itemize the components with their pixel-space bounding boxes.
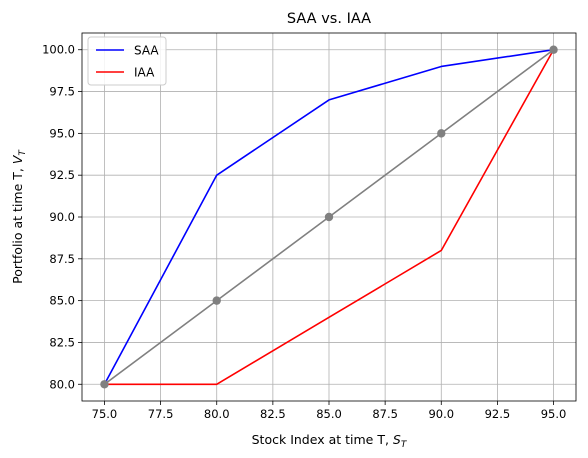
y-axis-label: Portfolio at time T, VT [10,149,28,284]
x-axis-label-text: Stock Index at time T, [252,432,393,447]
y-tick-label: 82.5 [49,335,75,349]
legend-box [87,36,167,86]
series-line-iaa [104,49,555,386]
x-tick-label: 75.0 [92,407,118,421]
y-axis-label-subscript: T [18,149,28,156]
x-tick-label: 87.5 [372,407,398,421]
x-tick-label: 77.5 [148,407,174,421]
chart-title: SAA vs. IAA [287,11,371,27]
y-tick-label: 90.0 [49,210,75,224]
legend: SAA IAA [87,36,167,86]
y-tick-label: 100.0 [42,43,75,57]
reference-point [437,129,446,138]
y-tick-label: 80.0 [49,377,75,391]
y-tick-label: 97.5 [49,85,75,99]
x-axis-label: Stock Index at time T, ST [252,432,408,450]
y-tick-label: 87.5 [49,252,75,266]
x-axis-label-symbol: S [393,432,401,447]
reference-point [549,45,558,54]
reference-point [324,212,334,222]
x-tick-label: 85.0 [316,407,342,421]
x-tick-label: 80.0 [204,407,230,421]
series-line-saa [103,48,554,385]
ticks: 75.0 77.5 80.0 82.5 85.0 87.5 90.0 92.5 95.0 80.0… [42,43,566,421]
x-axis-label-subscript: T [401,440,408,450]
reference-point [100,380,109,389]
x-tick-label: 92.5 [485,407,511,421]
y-tick-label: 92.5 [49,168,75,182]
series-layer [100,45,558,389]
y-axis-label-symbol: V [10,154,25,164]
x-tick-label: 95.0 [541,407,567,421]
x-tick-label: 90.0 [428,407,454,421]
y-tick-label: 95.0 [49,126,75,140]
y-tick-label: 85.0 [49,294,75,308]
reference-point [212,296,221,305]
x-tick-label: 82.5 [260,407,286,421]
y-axis-label-text: Portfolio at time T, [10,164,25,284]
legend-label-saa: SAA [134,44,159,58]
legend-label-iaa: IAA [134,66,155,80]
